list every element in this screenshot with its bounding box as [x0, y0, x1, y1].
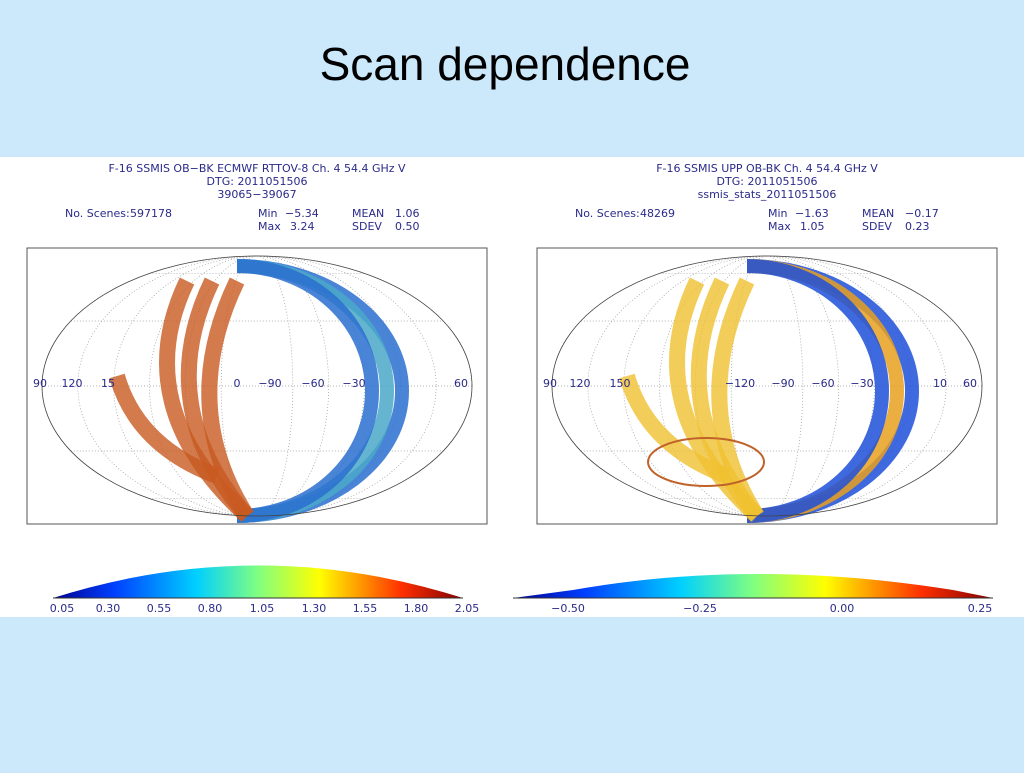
stat-text: No. Scenes: [575, 207, 640, 220]
map-frame [536, 247, 998, 525]
map-outline [551, 255, 983, 517]
stat-text: 48269 [640, 207, 675, 220]
panel-header: F-16 SSMIS OB−BK ECMWF RTTOV-8 Ch. 4 54.… [108, 162, 406, 175]
swath [236, 259, 379, 523]
longitude-label: −90 [771, 377, 794, 390]
longitude-label: −30 [342, 377, 365, 390]
colorbar-label: 0.25 [968, 602, 993, 615]
longitude-label: −60 [811, 377, 834, 390]
longitude-label: 10 [933, 377, 947, 390]
stat-text: 597178 [130, 207, 172, 220]
graticule [694, 255, 840, 517]
longitude-label: 90 [543, 377, 557, 390]
stat-text: 3.24 [290, 220, 315, 233]
colorbar-label: 2.05 [455, 602, 480, 615]
stat-text: MEAN [862, 207, 894, 220]
graticule [220, 255, 294, 517]
longitude-label: −120 [725, 377, 755, 390]
slide-title: Scan dependence [320, 38, 691, 90]
colorbar-label: 1.80 [404, 602, 429, 615]
stat-text: Max [258, 220, 281, 233]
stat-text: Min [768, 207, 788, 220]
longitude-label: 15 [101, 377, 115, 390]
longitude-label: 90 [33, 377, 47, 390]
panel-header: DTG: 2011051506 [207, 175, 308, 188]
annotation-circle [647, 437, 765, 487]
swath [711, 277, 764, 521]
colorbar-label: 1.30 [302, 602, 327, 615]
stat-text: 1.05 [800, 220, 825, 233]
colorbar-label: −0.50 [551, 602, 585, 615]
panel-header: ssmis_stats_2011051506 [698, 188, 837, 201]
longitude-label: 150 [610, 377, 631, 390]
colorbar-label: 0.80 [198, 602, 223, 615]
colorbar-label: 0.00 [830, 602, 855, 615]
map-frame [26, 247, 488, 525]
stat-text: Max [768, 220, 791, 233]
longitude-label: −90 [258, 377, 281, 390]
colorbar-label: 0.55 [147, 602, 172, 615]
colorbar-label: 0.05 [50, 602, 75, 615]
colorbar-label: 1.05 [250, 602, 275, 615]
stat-text: −5.34 [285, 207, 319, 220]
stat-text: Min [258, 207, 278, 220]
colorbar [513, 574, 993, 598]
longitude-label: 120 [570, 377, 591, 390]
swath [109, 373, 220, 484]
stat-text: 0.23 [905, 220, 930, 233]
map-outline [41, 255, 473, 517]
colorbar-label: 0.30 [96, 602, 121, 615]
stat-text: MEAN [352, 207, 384, 220]
longitude-label: 0 [234, 377, 241, 390]
stat-text: SDEV [352, 220, 382, 233]
stat-text: 0.50 [395, 220, 420, 233]
longitude-label: −30 [850, 377, 873, 390]
swath [746, 259, 889, 523]
longitude-label: 60 [454, 377, 468, 390]
colorbar-label: 1.55 [353, 602, 378, 615]
colorbar-label: −0.25 [683, 602, 717, 615]
colorbar [53, 565, 463, 598]
stat-text: −0.17 [905, 207, 939, 220]
panel-header: 39065−39067 [217, 188, 296, 201]
panel-header: F-16 SSMIS UPP OB-BK Ch. 4 54.4 GHz V [656, 162, 878, 175]
swath [201, 277, 254, 521]
longitude-label: −60 [301, 377, 324, 390]
stat-text: No. Scenes: [65, 207, 130, 220]
stat-text: −1.63 [795, 207, 829, 220]
longitude-label: 120 [62, 377, 83, 390]
stat-text: 1.06 [395, 207, 420, 220]
stat-text: SDEV [862, 220, 892, 233]
swath [619, 373, 730, 484]
longitude-label: 60 [963, 377, 977, 390]
panel-header: DTG: 2011051506 [717, 175, 818, 188]
